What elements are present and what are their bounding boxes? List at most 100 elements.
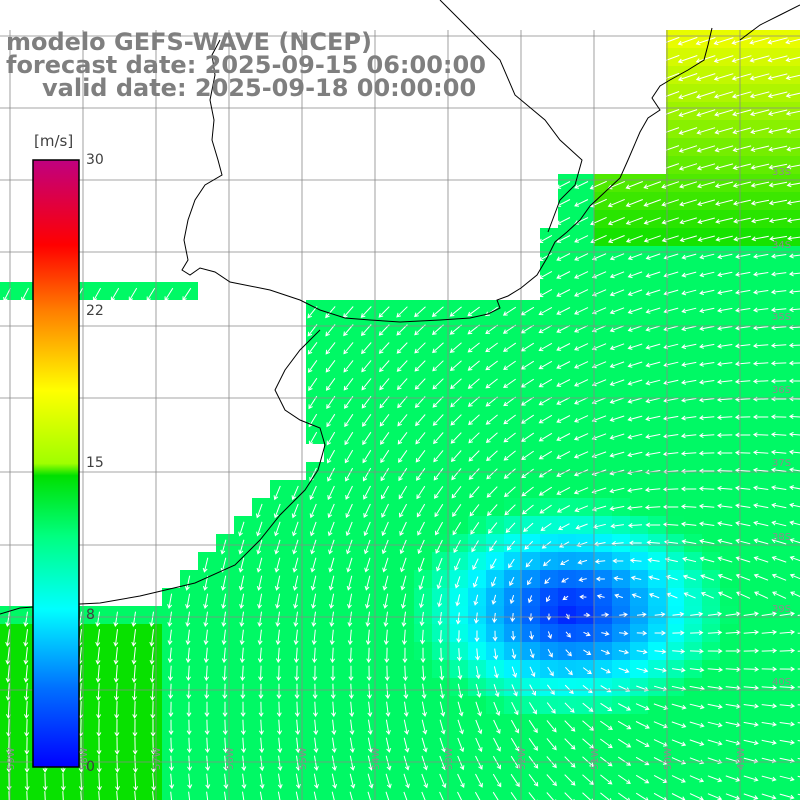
wind-arrow xyxy=(540,522,552,531)
wind-arrow xyxy=(609,505,625,511)
wind-arrow xyxy=(754,591,769,599)
wind-arrow xyxy=(680,451,697,457)
wind-arrow xyxy=(752,449,769,456)
wind-arrow xyxy=(521,486,534,497)
wind-arrow xyxy=(750,199,770,206)
lon-label: 50W xyxy=(663,747,674,770)
wind-arrow xyxy=(276,683,282,700)
wind-cell xyxy=(522,786,540,800)
wind-arrow xyxy=(699,289,715,296)
wind-arrow xyxy=(313,791,317,800)
wind-arrow xyxy=(574,415,589,423)
wind-arrow xyxy=(439,683,445,699)
wind-arrow xyxy=(469,486,480,499)
wind-arrow xyxy=(433,450,444,463)
wind-arrow xyxy=(396,360,408,372)
wind-arrow xyxy=(538,306,553,316)
wind-cell xyxy=(792,246,800,264)
wind-arrow xyxy=(654,611,666,617)
wind-arrow xyxy=(401,611,407,627)
wind-arrow xyxy=(454,558,461,571)
wind-arrow xyxy=(786,164,800,170)
wind-arrow xyxy=(645,361,661,368)
colorbar-tick: 30 xyxy=(86,152,104,168)
coastline-sw xyxy=(0,329,326,615)
wind-arrow xyxy=(556,468,571,477)
wind-arrow xyxy=(450,378,462,390)
wind-arrow xyxy=(503,414,516,425)
wind-arrow xyxy=(307,342,318,355)
wind-arrow xyxy=(734,450,751,456)
wind-arrow xyxy=(564,738,576,750)
wind-arrow xyxy=(457,683,464,699)
wind-arrow xyxy=(527,577,533,586)
wind-arrow xyxy=(347,593,353,609)
wind-arrow xyxy=(131,665,137,683)
wind-arrow xyxy=(509,576,515,587)
wind-arrow xyxy=(751,217,769,224)
wind-arrow xyxy=(185,647,191,664)
wind-arrow xyxy=(241,755,247,772)
wind-arrow xyxy=(453,539,461,554)
wind-arrow xyxy=(221,647,227,664)
wind-arrow xyxy=(544,577,551,585)
lat-label: 37S xyxy=(772,458,791,469)
wind-arrow xyxy=(699,538,715,545)
wind-arrow xyxy=(689,648,704,654)
wind-arrow xyxy=(328,539,335,555)
wind-arrow xyxy=(770,414,787,420)
wind-arrow xyxy=(502,342,517,352)
wind-arrow xyxy=(678,145,698,153)
wind-arrow xyxy=(681,397,697,403)
wind-arrow xyxy=(450,450,462,463)
wind-arrow xyxy=(546,684,555,695)
wind-cell xyxy=(540,786,558,800)
wind-arrow xyxy=(489,540,498,552)
lon-label: 59W xyxy=(6,747,17,770)
wind-arrow xyxy=(698,415,715,421)
wind-arrow xyxy=(185,629,191,646)
wind-arrow xyxy=(365,611,371,627)
wind-arrow xyxy=(397,414,408,427)
wind-cell xyxy=(792,102,800,120)
wind-arrow xyxy=(682,556,697,563)
wind-arrow xyxy=(574,505,589,513)
wind-arrow xyxy=(24,737,30,755)
wind-arrow xyxy=(786,128,800,134)
wind-arrow xyxy=(556,235,571,243)
wind-arrow xyxy=(384,665,390,682)
wind-arrow xyxy=(521,450,534,460)
wind-cell xyxy=(450,786,468,800)
wind-arrow xyxy=(645,253,661,260)
colorbar-tick: 22 xyxy=(86,303,104,319)
wind-arrow xyxy=(556,343,571,351)
wind-arrow xyxy=(600,649,611,655)
wind-arrow xyxy=(627,451,643,458)
wind-arrow xyxy=(626,505,643,511)
wind-arrow xyxy=(574,343,589,351)
wind-arrow xyxy=(169,773,175,790)
wind-arrow xyxy=(379,360,390,373)
wind-cell xyxy=(792,444,800,462)
wind-arrow xyxy=(565,649,572,657)
wind-arrow xyxy=(325,342,336,355)
wind-arrow xyxy=(432,378,444,390)
wind-arrow xyxy=(736,591,751,599)
wind-arrow xyxy=(113,683,119,701)
wind-arrow xyxy=(678,91,698,100)
wind-arrow xyxy=(310,539,317,555)
wind-cell xyxy=(792,228,800,246)
wind-arrow xyxy=(257,629,263,646)
wind-arrow xyxy=(363,485,371,500)
wind-arrow xyxy=(414,306,426,318)
colorbar-tick: 0 xyxy=(86,759,95,775)
wind-arrow xyxy=(556,415,571,423)
wind-arrow xyxy=(600,720,613,730)
wind-arrow xyxy=(770,467,787,473)
model-title: modelo GEFS-WAVE (NCEP) xyxy=(6,28,372,56)
wind-arrow xyxy=(618,667,630,674)
wind-arrow xyxy=(510,792,518,800)
wind-arrow xyxy=(609,271,625,279)
wind-arrow xyxy=(547,631,553,640)
wind-arrow xyxy=(695,73,716,81)
